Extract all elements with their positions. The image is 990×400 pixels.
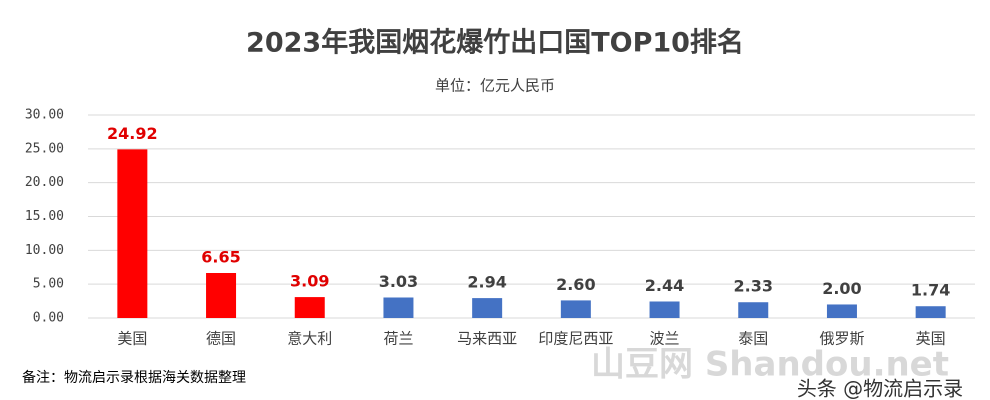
value-label: 1.74 [911,281,950,300]
bar [649,301,680,318]
y-tick-label: 30.00 [25,108,64,123]
y-tick-label: 0.00 [33,311,64,326]
x-tick-label: 意大利 [287,330,332,348]
bar [826,304,857,318]
y-tick-label: 10.00 [25,243,64,258]
bar [915,306,946,318]
bar [738,302,769,318]
value-label: 2.00 [822,279,861,298]
x-tick-label: 泰国 [738,330,768,348]
value-label: 2.60 [556,275,595,294]
value-label: 6.65 [201,248,240,267]
bar [472,298,503,318]
value-label: 2.94 [467,273,506,292]
y-tick-label: 20.00 [25,175,64,190]
x-tick-label: 马来西亚 [457,330,517,348]
value-label: 3.03 [379,272,418,291]
value-label: 2.44 [645,276,684,295]
value-label: 24.92 [107,124,158,143]
x-tick-label: 荷兰 [383,330,413,348]
watermark: 头条 @物流启示录 [797,377,963,400]
x-tick-label: 俄罗斯 [819,330,864,348]
footnote: 备注：物流启示录根据海关数据整理 [22,369,246,386]
y-tick-label: 15.00 [25,209,64,224]
chart-subtitle: 单位：亿元人民币 [435,77,555,95]
x-tick-label: 德国 [206,330,236,348]
bar [117,149,148,318]
x-tick-label: 波兰 [650,330,680,348]
bar [560,300,591,318]
x-tick-label: 英国 [916,330,946,348]
watermark: 山豆网 Shandou.net [591,345,949,385]
x-tick-label: 美国 [117,330,147,348]
y-tick-label: 25.00 [25,141,64,156]
value-label: 2.33 [734,277,773,296]
bar [206,273,237,318]
bar [294,297,325,318]
y-tick-label: 5.00 [33,277,64,292]
value-label: 3.09 [290,272,329,291]
chart-title: 2023年我国烟花爆竹出口国TOP10排名 [246,27,744,59]
x-tick-label: 印度尼西亚 [538,330,613,348]
bar [383,297,414,318]
